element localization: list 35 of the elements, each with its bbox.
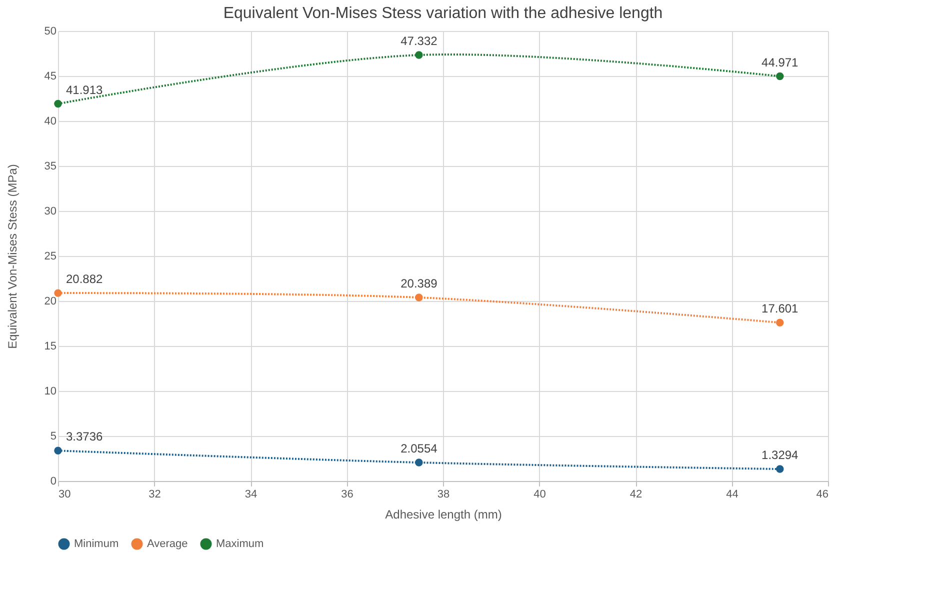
data-label: 17.601 [762,302,799,316]
legend-label: Average [147,538,188,550]
y-tick-label: 25 [44,250,56,262]
chart-title: Equivalent Von-Mises Stess variation with the adhesive length [223,5,663,22]
y-tick-label: 20 [44,296,56,308]
x-tick-label: 46 [816,488,828,500]
y-tick-label: 15 [44,340,56,352]
y-tick-label: 10 [44,386,56,398]
y-tick-label: 40 [44,116,56,128]
x-tick-label: 42 [630,488,642,500]
data-label: 1.3294 [762,448,799,462]
x-tick-label: 38 [437,488,450,500]
data-label: 47.332 [400,34,438,48]
data-label: 20.882 [66,272,104,286]
y-tick-label: 45 [44,70,56,82]
y-tick-label: 0 [50,476,56,488]
x-tick-label: 40 [534,488,546,500]
x-tick-label: 32 [148,488,161,500]
x-tick-label: 30 [58,488,71,500]
data-label: 44.971 [762,55,799,70]
y-tick-label: 50 [44,26,56,38]
y-axis-title: Equivalent Von-Mises Stess (MPa) [5,164,20,349]
x-tick-label: 36 [341,488,354,500]
y-tick-label: 5 [50,430,56,442]
legend-label: Maximum [216,538,264,550]
legend-label: Minimum [74,538,119,550]
y-tick-label: 35 [44,160,56,172]
y-tick-label: 30 [44,206,56,218]
data-label: 20.389 [400,276,438,290]
data-label: 2.0554 [400,442,438,456]
x-axis-title: Adhesive length (mm) [385,508,502,522]
data-label: 3.3736 [66,430,104,444]
x-tick-label: 34 [244,488,258,500]
data-label: 41.913 [66,82,104,97]
x-tick-label: 44 [726,488,738,500]
